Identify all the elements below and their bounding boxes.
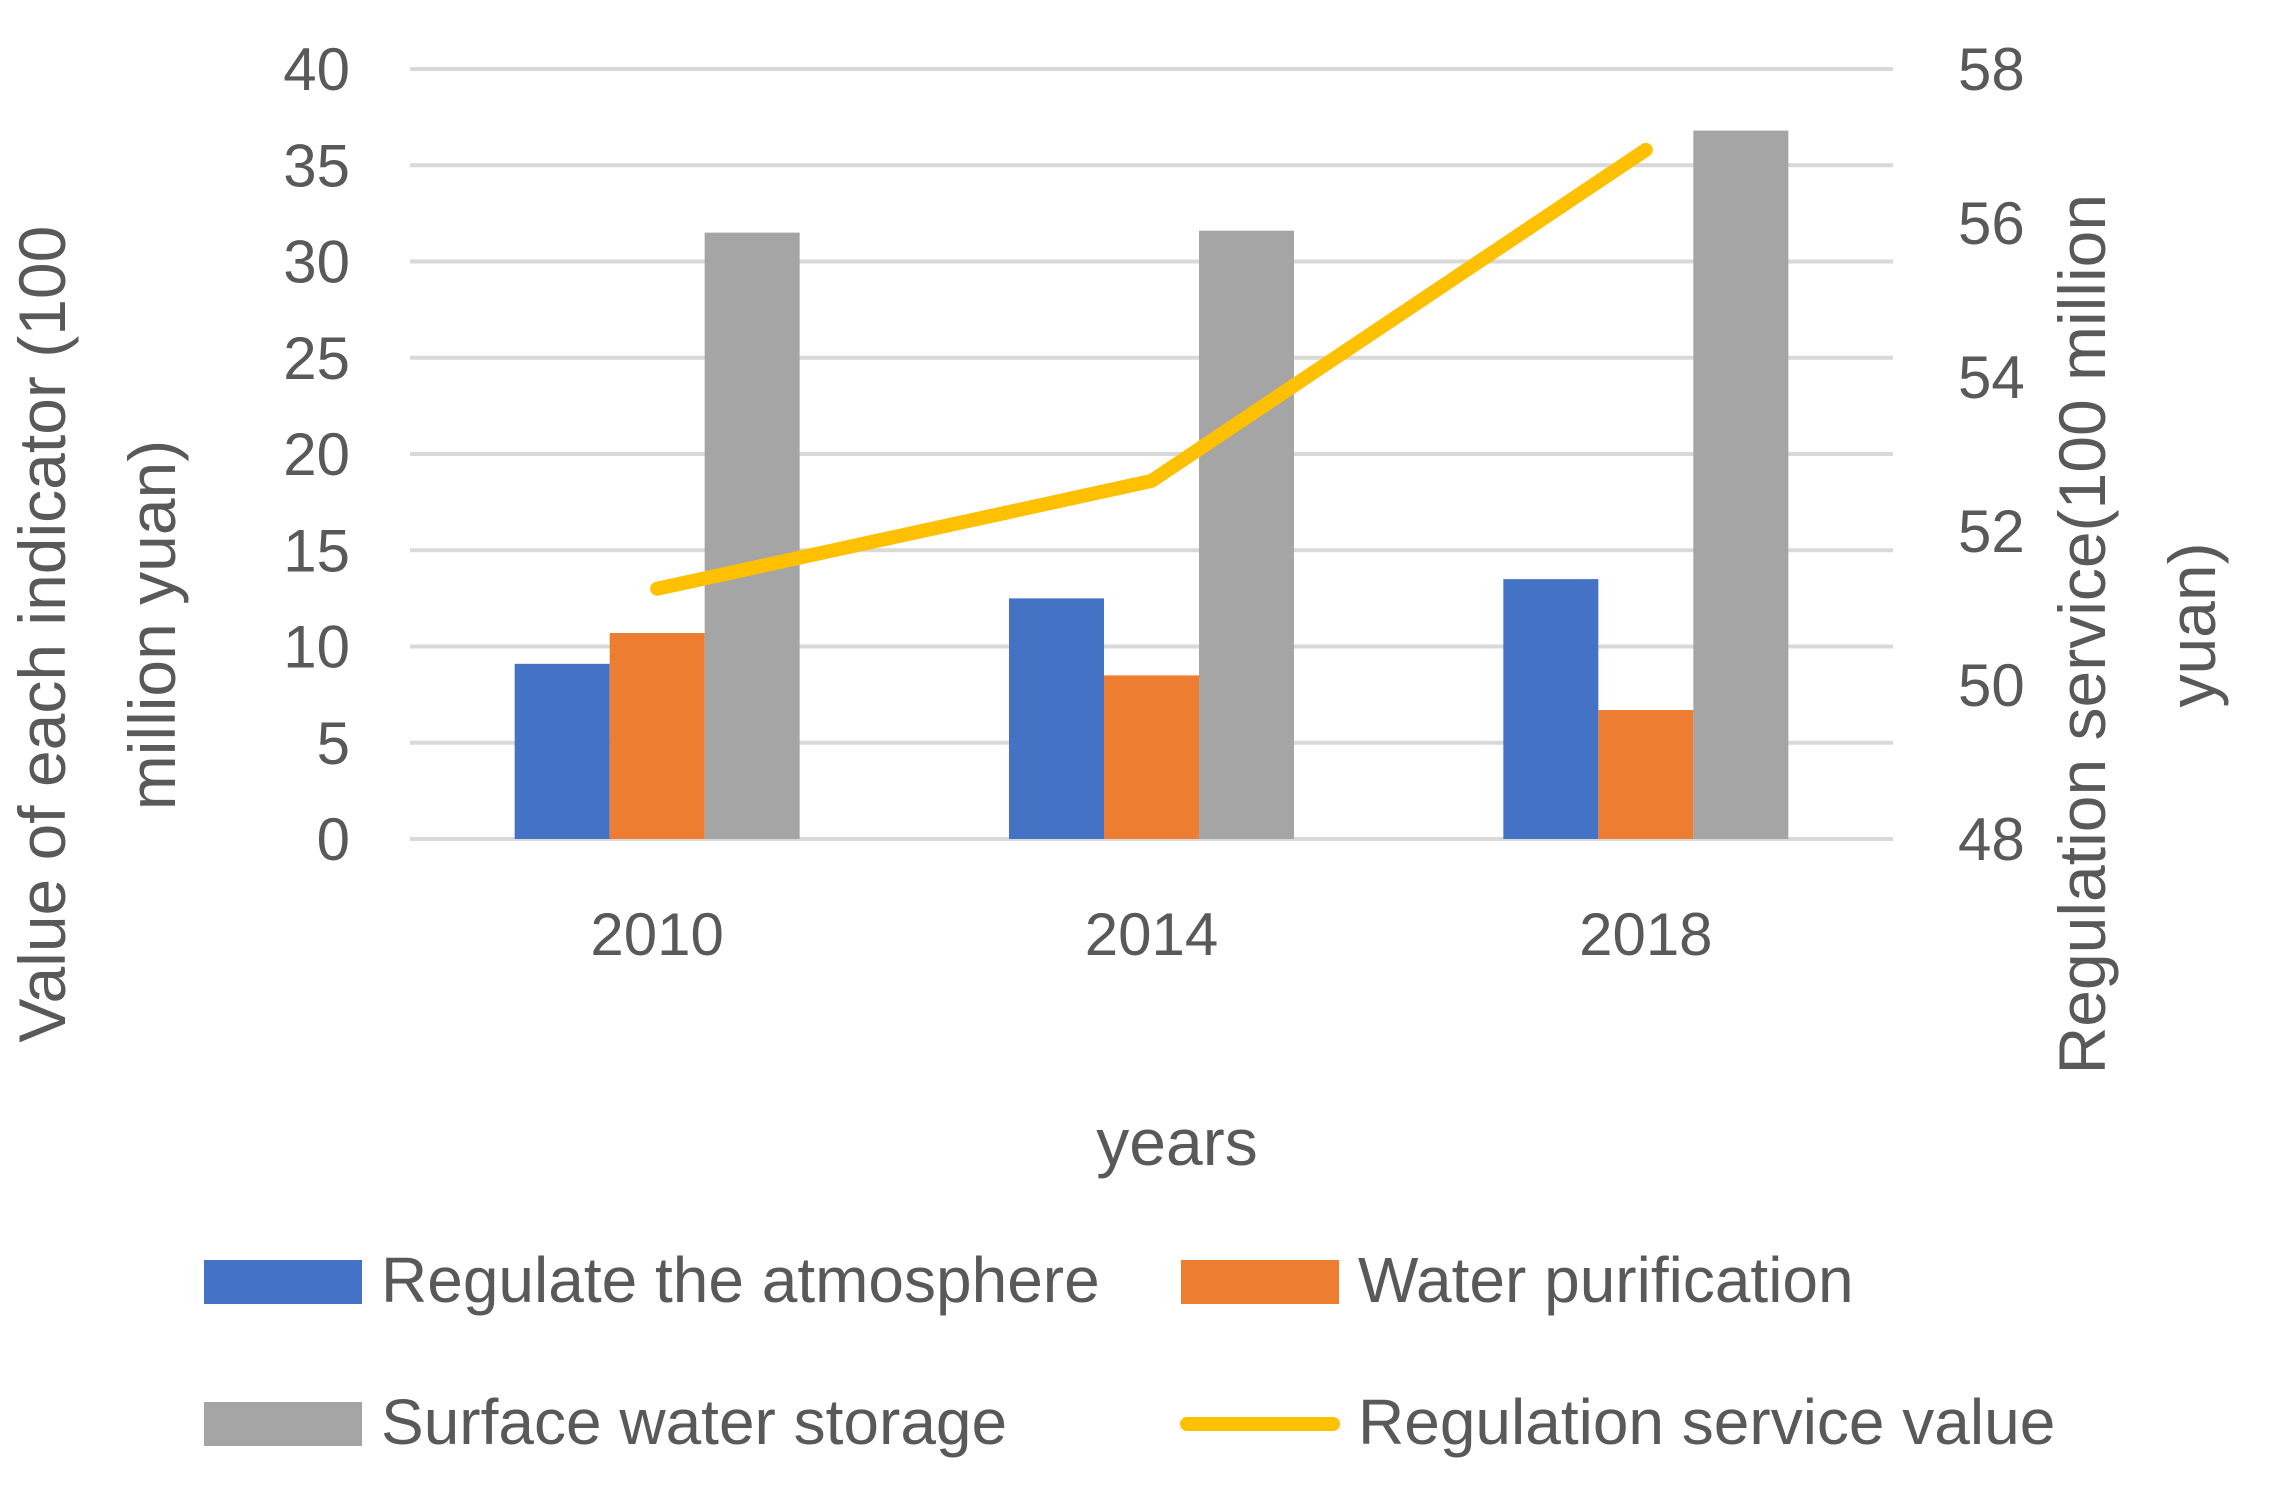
legend-label-regulate-atmosphere: Regulate the atmosphere <box>381 1244 1100 1316</box>
legend: Regulate the atmosphere Water purificati… <box>204 1244 2055 1458</box>
left-axis-ticks: 0 5 10 15 20 25 30 35 40 <box>283 36 350 873</box>
bar-water-purification-2014 <box>1104 675 1199 839</box>
x-tick-label: 2018 <box>1579 901 1712 968</box>
y-tick-label: 20 <box>283 421 350 488</box>
x-tick-label: 2014 <box>1085 901 1218 968</box>
y2-tick-label: 48 <box>1958 806 2025 873</box>
line-regulation-service-value <box>650 142 1653 596</box>
bar-water-purification-2018 <box>1598 710 1694 839</box>
bar-regulate-the-atmosphere-2010 <box>514 663 610 839</box>
y2-tick-label: 50 <box>1958 652 2025 719</box>
y2-tick-label: 58 <box>1958 36 2025 103</box>
y-tick-label: 25 <box>283 325 350 392</box>
y2-tick-label: 54 <box>1958 344 2025 411</box>
y-tick-label: 0 <box>317 806 350 873</box>
y2-tick-label: 56 <box>1958 190 2025 257</box>
legend-label-water-purification: Water purification <box>1358 1244 1854 1316</box>
legend-swatch-surface-water-storage <box>204 1402 362 1446</box>
bar-surface-water-storage-2014 <box>1199 230 1294 839</box>
y-tick-label: 35 <box>283 132 350 199</box>
right-axis-ticks: 48 50 52 54 56 58 <box>1958 36 2025 873</box>
y-tick-label: 30 <box>283 229 350 296</box>
bar-regulate-the-atmosphere-2014 <box>1009 598 1104 839</box>
line-series <box>650 142 1653 596</box>
legend-label-surface-water-storage: Surface water storage <box>381 1386 1007 1458</box>
x-tick-label: 2010 <box>590 901 723 968</box>
legend-item-regulate-atmosphere: Regulate the atmosphere <box>204 1244 1100 1316</box>
y2-tick-label: 52 <box>1958 498 2025 565</box>
y2-axis-title-line-2: yuan) <box>2155 542 2229 707</box>
bars <box>514 130 1789 840</box>
bar-water-purification-2010 <box>609 633 705 839</box>
y-axis-title-line-2: million yuan) <box>115 440 189 810</box>
y-tick-label: 40 <box>283 36 350 103</box>
y-tick-label: 10 <box>283 614 350 681</box>
legend-item-regulation-service-value: Regulation service value <box>1180 1386 2055 1458</box>
legend-label-regulation-service-value: Regulation service value <box>1358 1386 2055 1458</box>
legend-swatch-water-purification <box>1181 1260 1339 1304</box>
legend-item-water-purification: Water purification <box>1181 1244 1854 1316</box>
x-axis-ticks: 2010 2014 2018 <box>590 901 1712 968</box>
y-tick-label: 15 <box>283 517 350 584</box>
x-axis-title: years <box>1096 1105 1257 1179</box>
bar-surface-water-storage-2010 <box>704 232 800 839</box>
legend-item-surface-water-storage: Surface water storage <box>204 1386 1007 1458</box>
y-tick-label: 5 <box>317 710 350 777</box>
y-axis-title: Value of each indicator (100 million yua… <box>5 207 189 1042</box>
y2-axis-title-line-1: Regulation service(100 million <box>2045 194 2119 1074</box>
bar-regulate-the-atmosphere-2018 <box>1503 579 1599 839</box>
y-axis-title-line-1: Value of each indicator (100 <box>5 226 79 1043</box>
y2-axis-title: Regulation service(100 million yuan) <box>2045 176 2229 1075</box>
bar-surface-water-storage-2018 <box>1693 130 1789 840</box>
legend-swatch-regulate-atmosphere <box>204 1260 362 1304</box>
